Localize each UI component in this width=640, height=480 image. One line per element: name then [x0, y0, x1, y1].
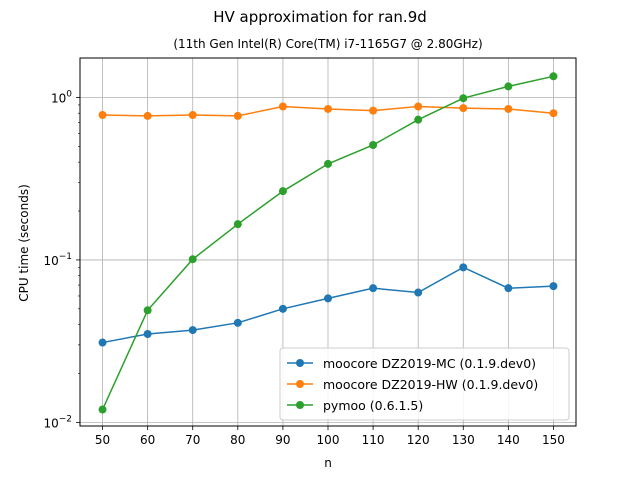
x-axis-label: n: [324, 456, 332, 470]
data-point: [143, 306, 152, 315]
data-point: [98, 111, 107, 120]
legend: moocore DZ2019-MC (0.1.9.dev0) moocore DZ…: [279, 347, 570, 421]
data-point: [188, 326, 197, 335]
data-point: [369, 284, 378, 293]
data-point: [143, 329, 152, 338]
data-point: [324, 294, 332, 303]
legend-label: moocore DZ2019-MC (0.1.9.dev0): [323, 356, 536, 371]
y-axis-ticks: 10−2 10−1 100: [43, 89, 80, 430]
data-point: [324, 159, 332, 168]
legend-marker: [296, 359, 304, 367]
data-point: [459, 104, 468, 113]
data-point: [504, 104, 513, 113]
data-point: [504, 284, 513, 293]
data-point: [278, 187, 287, 196]
x-tick-label: 140: [497, 433, 520, 447]
y-tick-label: 10−1: [43, 252, 72, 268]
data-point: [549, 109, 558, 118]
data-point: [549, 282, 558, 291]
y-tick-label: 10−2: [43, 414, 72, 430]
legend-box: [279, 347, 570, 421]
data-point: [414, 102, 423, 111]
y-axis-label: CPU time (seconds): [17, 184, 31, 302]
data-point: [188, 255, 197, 264]
data-point: [324, 104, 332, 113]
data-point: [233, 111, 242, 120]
data-point: [459, 94, 468, 103]
legend-marker: [296, 401, 304, 409]
x-tick-label: 70: [185, 433, 200, 447]
data-point: [369, 140, 378, 149]
x-tick-label: 90: [275, 433, 290, 447]
data-point: [233, 220, 242, 229]
data-point: [188, 111, 197, 120]
data-point: [504, 82, 513, 91]
series-layer: [98, 72, 558, 414]
data-point: [369, 106, 378, 115]
x-tick-label: 80: [230, 433, 245, 447]
x-axis-ticks: 50 60 70 80 90 100 110 120 130 140 150: [95, 426, 565, 447]
legend-marker: [296, 380, 304, 388]
x-tick-label: 60: [140, 433, 155, 447]
chart-subtitle: (11th Gen Intel(R) Core(TM) i7-1165G7 @ …: [173, 37, 482, 51]
data-point: [459, 263, 468, 272]
grid-lines: [80, 58, 576, 426]
legend-label: pymoo (0.6.1.5): [323, 398, 423, 413]
x-tick-label: 130: [452, 433, 475, 447]
x-tick-label: 110: [362, 433, 385, 447]
data-point: [143, 111, 152, 120]
data-point: [278, 304, 287, 313]
legend-label: moocore DZ2019-HW (0.1.9.dev0): [323, 377, 538, 392]
data-point: [98, 338, 107, 347]
x-tick-label: 100: [317, 433, 340, 447]
chart-title: HV approximation for ran.9d: [213, 8, 427, 26]
data-point: [233, 318, 242, 327]
data-point: [414, 115, 423, 124]
x-tick-label: 150: [542, 433, 565, 447]
data-point: [98, 405, 107, 414]
data-point: [414, 288, 423, 297]
data-point: [549, 72, 558, 81]
y-tick-label: 100: [51, 89, 72, 105]
x-tick-label: 50: [95, 433, 110, 447]
x-tick-label: 120: [407, 433, 430, 447]
data-point: [278, 102, 287, 111]
